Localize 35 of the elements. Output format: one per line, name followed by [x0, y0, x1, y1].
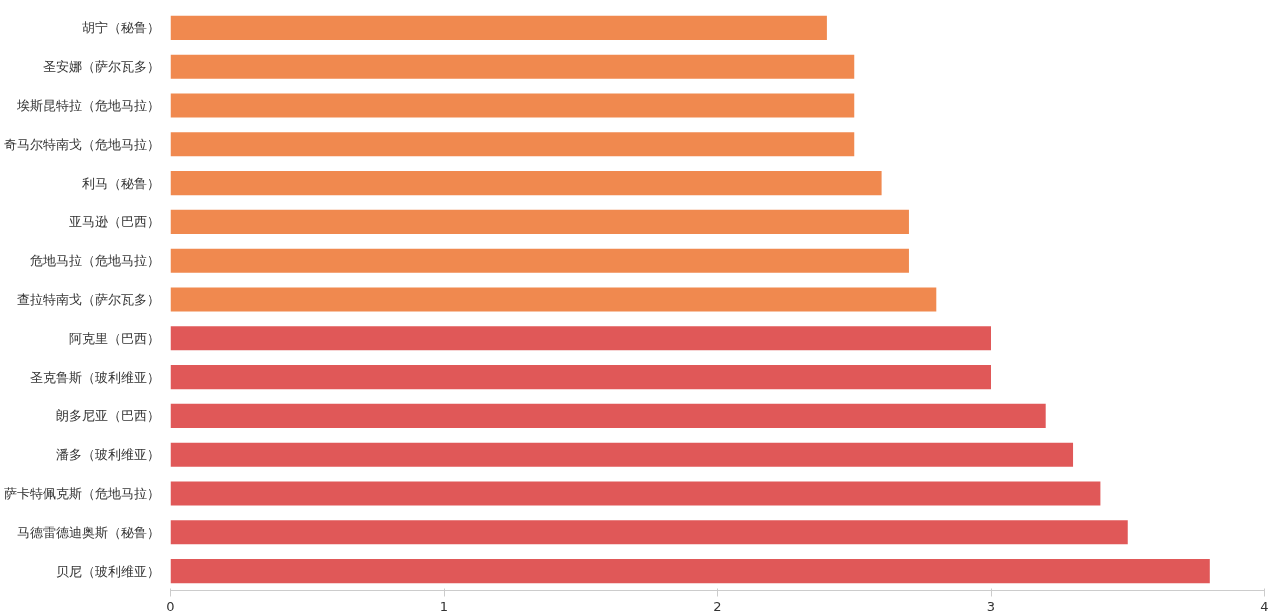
y-tick-label: 贝尼（玻利维亚） — [55, 563, 160, 579]
y-tick-label: 危地马拉（危地马拉） — [29, 253, 160, 269]
y-tick-label: 圣安娜（萨尔瓦多） — [42, 59, 160, 75]
y-tick-label: 萨卡特佩克斯（危地马拉） — [3, 486, 160, 501]
bar — [170, 15, 827, 40]
y-tick-label: 埃斯昆特拉（危地马拉） — [15, 98, 160, 113]
bar — [170, 171, 882, 196]
bar — [170, 403, 1046, 428]
y-tick-label: 胡宁（秘鲁） — [81, 20, 160, 36]
bar — [170, 326, 991, 351]
y-tick-label: 朗多尼亚（巴西） — [55, 408, 160, 424]
y-tick-label: 奇马尔特南戈（危地马拉） — [3, 136, 160, 152]
x-tick-label: 2 — [713, 598, 722, 613]
x-tick-label: 0 — [166, 598, 175, 613]
y-tick-label: 马德雷德迪奥斯（秘鲁） — [16, 524, 160, 540]
bar — [170, 559, 1210, 584]
bar — [170, 93, 855, 118]
y-tick-label: 潘多（玻利维亚） — [55, 447, 160, 463]
bar — [170, 132, 855, 157]
bar — [170, 287, 937, 312]
bar — [170, 481, 1101, 506]
x-tick-label: 1 — [439, 598, 449, 613]
bar — [170, 248, 909, 273]
bar — [170, 442, 1074, 467]
y-tick-label: 阿克里（巴西） — [68, 330, 160, 346]
y-tick-label: 亚马逊（巴西） — [68, 214, 160, 230]
bar — [170, 209, 909, 234]
bar — [170, 520, 1128, 545]
y-tick-label: 利马（秘鲁） — [81, 175, 160, 191]
bar — [170, 54, 855, 79]
x-tick-label: 3 — [986, 598, 996, 613]
bar — [170, 365, 991, 390]
y-tick-label: 圣克鲁斯（玻利维亚） — [29, 369, 160, 385]
x-tick-label: 4 — [1260, 598, 1269, 613]
y-tick-label: 查拉特南戈（萨尔瓦多） — [16, 292, 160, 307]
